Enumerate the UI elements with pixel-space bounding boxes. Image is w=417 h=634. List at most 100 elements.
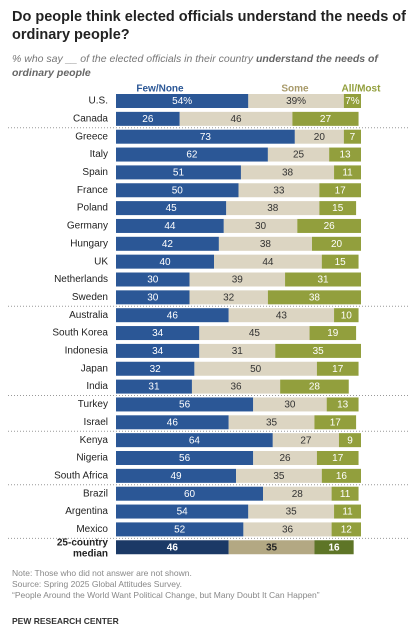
value-label: 33 xyxy=(273,185,285,196)
bar-segment xyxy=(179,111,293,126)
category-label: Greece xyxy=(75,131,108,142)
bar-segment xyxy=(326,397,359,412)
bar-segment xyxy=(321,254,359,269)
bar-segment xyxy=(343,129,361,144)
value-label: 9 xyxy=(347,435,353,446)
category-label: Hungary xyxy=(70,238,108,249)
value-label: 16 xyxy=(336,471,348,482)
bar-segment xyxy=(280,379,349,394)
value-label: 44 xyxy=(164,221,176,232)
bar-segment xyxy=(343,94,361,108)
value-label: 13 xyxy=(337,400,349,411)
legend-label: Some xyxy=(281,84,309,95)
bar-segment xyxy=(316,361,359,376)
value-label: 38 xyxy=(282,168,294,179)
bar-segment xyxy=(228,308,335,323)
category-label: Australia xyxy=(69,310,108,321)
value-label: 11 xyxy=(340,489,351,500)
value-label: 35 xyxy=(286,507,298,518)
bar-segment xyxy=(223,218,298,233)
bar-segment xyxy=(116,397,254,412)
value-label: 64 xyxy=(189,435,201,446)
value-label: 35 xyxy=(273,471,285,482)
bar-segment xyxy=(116,379,192,394)
value-label: 17 xyxy=(335,185,347,196)
bar-segment xyxy=(116,183,239,198)
category-label: Kenya xyxy=(80,435,109,446)
subtitle-emphasis: understand the needs of ordinary people xyxy=(12,53,378,79)
category-label: Brazil xyxy=(83,488,108,499)
bar-segment xyxy=(238,183,320,198)
bar-segment xyxy=(228,415,315,430)
bar-segment xyxy=(116,290,190,305)
value-label: 35 xyxy=(266,542,278,553)
legend-label: Few/None xyxy=(136,84,184,95)
bar-segment xyxy=(267,290,361,305)
category-label: Israel xyxy=(84,417,108,428)
value-label: 46 xyxy=(230,114,242,125)
bar-segment xyxy=(294,129,344,144)
subtitle: % who say __ of the elected officials in… xyxy=(12,52,407,80)
value-label: 20 xyxy=(314,132,326,143)
bar-segment xyxy=(334,308,359,323)
value-label: 42 xyxy=(162,239,174,250)
category-label: Argentina xyxy=(65,506,108,517)
value-label: 30 xyxy=(284,400,296,411)
bar-segment xyxy=(316,451,359,465)
value-label: 26 xyxy=(324,221,336,232)
category-label: Turkey xyxy=(78,399,108,410)
bar-segment xyxy=(199,343,276,358)
bar-segment xyxy=(312,236,361,251)
value-label: 31 xyxy=(148,382,160,393)
value-label: 46 xyxy=(167,310,179,321)
value-label: 20 xyxy=(331,239,343,250)
category-label: South Africa xyxy=(54,470,108,481)
value-label: 26 xyxy=(142,114,154,125)
notes: Note: Those who did not answer are not s… xyxy=(12,568,412,601)
value-label: 51 xyxy=(173,168,185,179)
value-label: 40 xyxy=(159,257,171,268)
bar-segment xyxy=(116,147,268,162)
value-label: 30 xyxy=(147,275,159,286)
bar-segment xyxy=(116,272,190,287)
value-label: 16 xyxy=(328,542,340,553)
value-label: 39 xyxy=(232,275,244,286)
bar-segment xyxy=(116,468,237,483)
value-label: 31 xyxy=(317,275,329,286)
bar-segment xyxy=(218,236,312,251)
bar-segment xyxy=(267,147,330,162)
category-label: U.S. xyxy=(89,96,108,107)
source: PEW RESEARCH CENTER xyxy=(12,616,119,626)
value-label: 7 xyxy=(350,132,356,143)
bar-segment xyxy=(228,540,315,555)
value-label: 32 xyxy=(223,292,235,303)
bar-segment xyxy=(243,522,332,537)
value-label: 39% xyxy=(286,96,306,107)
value-label: 50 xyxy=(250,364,262,375)
value-label: 27 xyxy=(320,114,332,125)
value-label: 28 xyxy=(292,489,304,500)
value-label: 26 xyxy=(279,453,291,464)
value-label: 54 xyxy=(177,507,189,518)
bar-segment xyxy=(194,361,317,376)
value-label: 62 xyxy=(186,150,198,161)
chart-title: Do people think elected officials unders… xyxy=(12,9,406,43)
value-label: 30 xyxy=(255,221,267,232)
category-label: 25-country median xyxy=(57,537,109,559)
bar-segment xyxy=(116,326,200,341)
value-label: 7% xyxy=(345,96,360,107)
bar-segment xyxy=(116,522,244,537)
bar-segment xyxy=(116,218,224,233)
category-label: Germany xyxy=(67,221,108,232)
bar-segment xyxy=(116,308,229,323)
category-label: Mexico xyxy=(76,524,108,535)
value-label: 12 xyxy=(341,525,353,536)
value-label: 52 xyxy=(174,525,186,536)
bar-segment xyxy=(189,290,268,305)
value-label: 45 xyxy=(166,203,178,214)
category-label: Netherlands xyxy=(54,274,108,285)
value-label: 15 xyxy=(332,203,344,214)
bar-segment xyxy=(116,486,263,501)
bar-segment xyxy=(272,433,339,448)
value-label: 19 xyxy=(327,328,339,339)
